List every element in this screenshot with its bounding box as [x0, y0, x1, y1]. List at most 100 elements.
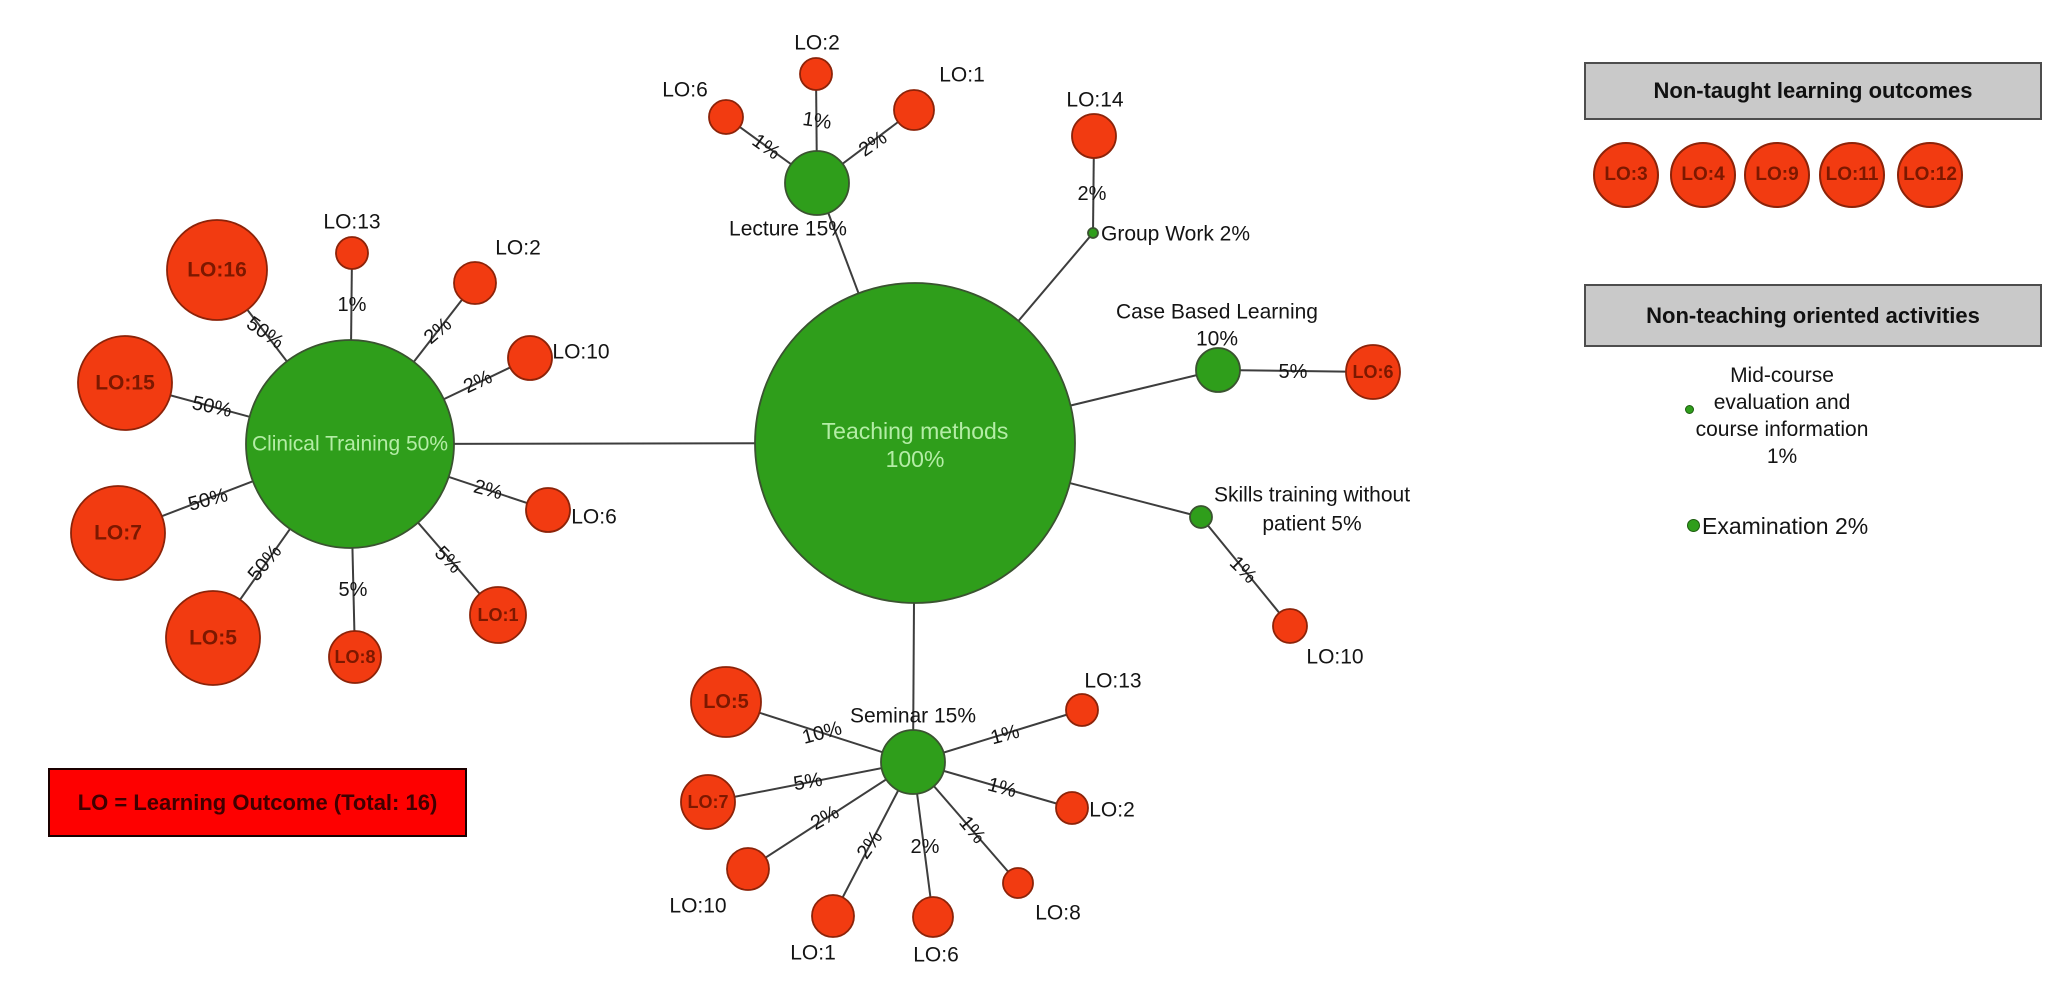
non-taught-lo-circle-lo11: LO:11	[1819, 142, 1885, 208]
node-lo6-sem	[912, 896, 954, 938]
midcourse-line-2: evaluation and	[1713, 391, 1851, 414]
edge-label-seminar-lo8-sem: 1%	[954, 812, 990, 848]
node-label-lo15-cl: LO:15	[95, 372, 155, 395]
midcourse-label: Mid-course evaluation and course informa…	[1642, 362, 1922, 470]
edge-skills-lo10-sk	[1200, 516, 1291, 627]
edge-label-clinical-lo13-cl: 1%	[338, 294, 367, 316]
node-lo5-sem	[690, 666, 762, 738]
node-label-lo14-gw: LO:14	[1066, 89, 1124, 112]
node-lo2-cl	[453, 261, 497, 305]
legend-box: LO = Learning Outcome (Total: 16)	[48, 768, 467, 837]
node-lo2-sem	[1055, 791, 1089, 825]
node-label-teaching: Teaching methods	[822, 418, 1009, 444]
node-label-lo8-cl: LO:8	[334, 647, 375, 667]
edge-label-seminar-lo6-sem: 2%	[911, 836, 940, 858]
node-lo6-cl	[525, 487, 571, 533]
node-lecture	[784, 150, 850, 216]
node-label-lo6-cl: LO:6	[571, 506, 617, 529]
edge-label-groupwork-lo14-gw: 2%	[1078, 183, 1107, 205]
non-taught-lo-circle-lo12: LO:12	[1897, 142, 1963, 208]
node-label-skills: Skills training without	[1214, 484, 1410, 507]
edge-label-seminar-lo7-sem: 5%	[792, 769, 825, 796]
node-label-lo6-cb: LO:6	[1352, 362, 1393, 382]
node-label-lo6-sem: LO:6	[913, 944, 959, 967]
node-label-groupwork: Group Work 2%	[1101, 223, 1250, 246]
node-clinical	[245, 339, 455, 549]
node-lo7-cl	[70, 485, 166, 581]
node-lo5-cl	[165, 590, 261, 686]
node-lo8-cl	[328, 630, 382, 684]
node-label-lo2-cl: LO:2	[495, 237, 541, 260]
node-lo13-cl	[335, 236, 369, 270]
node-groupwork	[1087, 227, 1099, 239]
node-lo2-lec	[799, 57, 833, 91]
node-label-lo13-sem: LO:13	[1084, 670, 1141, 693]
node-label-casebased: 10%	[1196, 328, 1238, 351]
node-label-lo7-sem: LO:7	[687, 792, 728, 812]
edge-label-casebased-lo6-cb: 5%	[1279, 361, 1308, 383]
node-label-lo1-lec: LO:1	[939, 64, 985, 87]
edge-label-clinical-lo6-cl: 2%	[471, 476, 505, 505]
node-label-lo5-cl: LO:5	[189, 627, 237, 650]
node-label-lo10-cl: LO:10	[552, 341, 609, 364]
edge-seminar-lo7-sem	[707, 761, 914, 803]
node-label-lecture: Lecture 15%	[729, 218, 847, 241]
node-casebased	[1195, 347, 1241, 393]
node-lo16-cl	[166, 219, 268, 321]
node-label-lo13-cl: LO:13	[323, 211, 380, 234]
node-lo15-cl	[77, 335, 173, 431]
node-lo1-cl	[469, 586, 527, 644]
midcourse-line-1: Mid-course	[1730, 364, 1834, 387]
node-lo13-sem	[1065, 693, 1099, 727]
node-label-lo6-lec: LO:6	[662, 79, 708, 102]
edge-label-clinical-lo8-cl: 5%	[339, 579, 368, 601]
non-taught-lo-circle-lo3: LO:3	[1593, 142, 1659, 208]
node-lo10-sk	[1272, 608, 1308, 644]
edge-label-lecture-lo6-lec: 1%	[748, 130, 784, 165]
non-taught-header: Non-taught learning outcomes	[1584, 62, 2042, 120]
edge-label-clinical-lo7-cl: 50%	[186, 484, 231, 516]
edge-label-lecture-lo2-lec: 1%	[801, 108, 833, 134]
node-label-lo10-sk: LO:10	[1306, 646, 1363, 669]
edge-label-seminar-lo13-sem: 1%	[988, 721, 1022, 750]
node-label-lo1-cl: LO:1	[477, 605, 518, 625]
edge-label-clinical-lo10-cl: 2%	[460, 366, 496, 398]
non-taught-lo-circle-lo9: LO:9	[1744, 142, 1810, 208]
examination-dot	[1687, 519, 1700, 532]
midcourse-dot	[1685, 405, 1694, 414]
node-label-lo10-sem: LO:10	[669, 895, 726, 918]
node-lo8-sem	[1002, 867, 1034, 899]
edge-label-clinical-lo16-cl: 50%	[242, 313, 288, 354]
node-lo14-gw	[1071, 113, 1117, 159]
node-lo10-cl	[507, 335, 553, 381]
edge-label-clinical-lo15-cl: 50%	[190, 392, 234, 422]
edge-label-clinical-lo2-cl: 2%	[420, 313, 456, 349]
node-lo1-sem	[811, 894, 855, 938]
non-taught-lo-circle-lo4: LO:4	[1670, 142, 1736, 208]
edge-label-clinical-lo5-cl: 50%	[244, 540, 287, 585]
node-label-lo8-sem: LO:8	[1035, 902, 1081, 925]
node-lo1-lec	[893, 89, 935, 131]
node-label-skills: patient 5%	[1262, 513, 1361, 536]
node-skills	[1189, 505, 1213, 529]
node-lo7-sem	[680, 774, 736, 830]
node-label-teaching: 100%	[886, 446, 945, 472]
edge-label-seminar-lo2-sem: 1%	[985, 774, 1019, 803]
node-label-lo1-sem: LO:1	[790, 942, 836, 965]
node-label-lo16-cl: LO:16	[187, 259, 247, 282]
node-teaching	[754, 282, 1076, 604]
edge-label-seminar-lo10-sem: 2%	[807, 801, 843, 835]
edge-label-seminar-lo1-sem: 2%	[853, 827, 888, 863]
node-lo6-lec	[708, 99, 744, 135]
node-label-clinical: Clinical Training 50%	[252, 433, 448, 456]
examination-label: Examination 2%	[1702, 513, 1869, 539]
node-seminar	[880, 729, 946, 795]
node-label-lo2-sem: LO:2	[1089, 799, 1135, 822]
midcourse-line-3: course information	[1695, 418, 1869, 441]
midcourse-line-4: 1%	[1766, 445, 1798, 468]
node-lo10-sem	[726, 847, 770, 891]
node-label-lo2-lec: LO:2	[794, 32, 840, 55]
edge-label-seminar-lo5-sem: 10%	[800, 717, 845, 749]
